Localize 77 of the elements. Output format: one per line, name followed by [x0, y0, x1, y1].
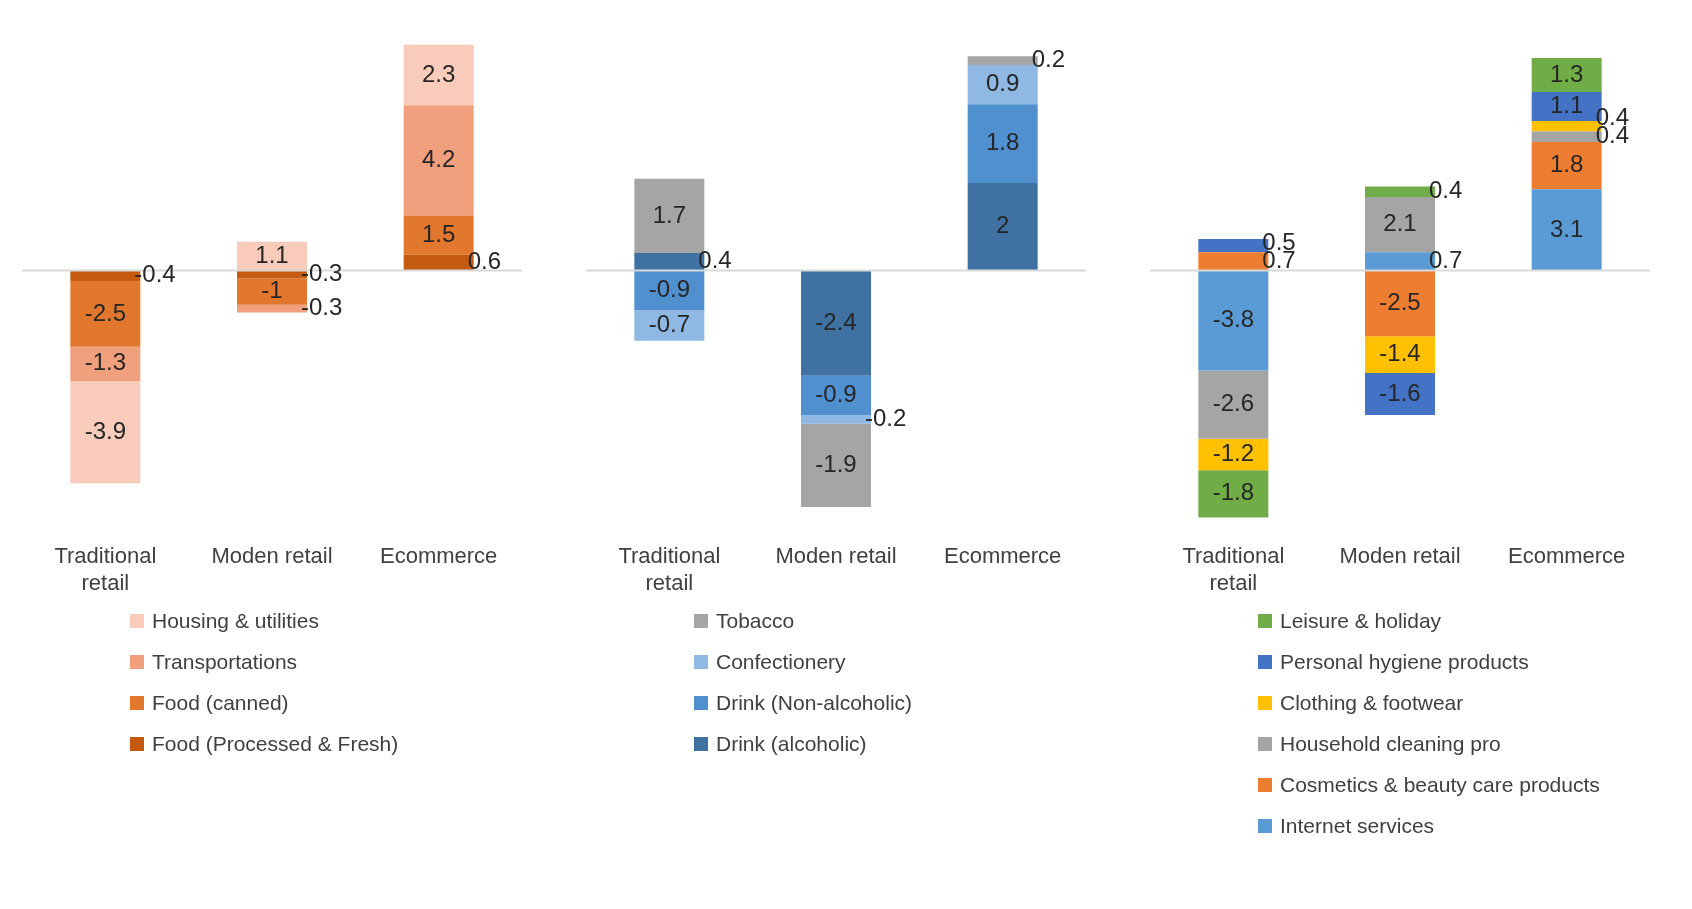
data-label: -1.4	[1379, 339, 1421, 367]
legend-label: Drink (alcoholic)	[716, 731, 867, 756]
data-label: -1.8	[1212, 478, 1255, 506]
bar	[801, 270, 871, 376]
x-tick-label: Traditional retail	[618, 543, 721, 595]
data-label: -0.9	[815, 379, 857, 407]
data-label: 4.2	[421, 144, 456, 172]
legend-label: Tobacco	[716, 608, 795, 633]
x-tick-label: Ecommerce	[1507, 543, 1626, 569]
bar	[634, 309, 705, 341]
legend-label: Food (canned)	[152, 690, 289, 715]
data-label: 1.5	[421, 219, 456, 247]
data-label: -1.9	[815, 449, 857, 477]
bar	[403, 44, 474, 106]
x-tick-label: Ecommerce	[943, 543, 1062, 569]
x-tick-label: Moden retail	[775, 543, 897, 569]
data-label: -0.4	[134, 260, 176, 288]
legend-label: Confectionery	[716, 649, 846, 674]
data-label: 1.7	[652, 200, 687, 228]
data-label: -2.4	[815, 307, 857, 335]
data-label: -0.2	[865, 404, 907, 432]
x-tick-label: Traditional retail	[1182, 543, 1285, 595]
x-tick-label: Traditional retail	[54, 543, 157, 595]
data-label: -1.6	[1379, 378, 1421, 406]
data-label: 3.1	[1549, 214, 1584, 242]
data-label: 2	[995, 211, 1010, 239]
legend-label: Transportations	[152, 649, 298, 674]
data-label: -0.3	[301, 259, 343, 287]
data-label: 2.3	[421, 59, 456, 87]
legend-label: Personal hygiene products	[1280, 649, 1529, 674]
data-label: -2.5	[1379, 288, 1421, 316]
legend-label: Cosmetics & beauty care products	[1280, 772, 1600, 797]
bar	[1365, 270, 1435, 337]
data-label: 0.9	[985, 69, 1020, 97]
data-label: 1.8	[985, 128, 1020, 156]
data-label: -1.3	[84, 348, 127, 376]
data-label: 0.2	[1031, 45, 1066, 73]
data-label: -1	[261, 276, 283, 304]
data-label: 2.1	[1383, 209, 1417, 237]
bar	[1531, 141, 1602, 190]
data-label: -2.6	[1212, 389, 1255, 417]
data-label: 1.1	[255, 240, 289, 268]
bar	[1365, 336, 1435, 374]
bar	[1365, 373, 1435, 416]
legend-label: Drink (Non-alcoholic)	[716, 690, 913, 715]
bar	[1365, 197, 1435, 253]
bar	[1198, 270, 1269, 371]
bar	[1198, 470, 1269, 518]
x-tick-label: Ecommerce	[379, 543, 498, 569]
bar	[967, 183, 1038, 271]
legend-label: Food (Processed & Fresh)	[152, 731, 399, 756]
legend-label: Household cleaning pro	[1280, 731, 1501, 756]
legend-label: Clothing & footwear	[1280, 690, 1464, 715]
bar	[403, 105, 474, 216]
bar	[70, 346, 141, 381]
bar	[1531, 189, 1602, 271]
data-label: -2.5	[84, 298, 127, 326]
data-label: -0.3	[301, 293, 343, 321]
bar	[1531, 57, 1602, 93]
bar	[967, 104, 1038, 184]
data-label: -3.9	[84, 416, 127, 444]
legend-label: Leisure & holiday	[1280, 608, 1442, 633]
data-label: -3.8	[1212, 305, 1255, 333]
data-label: 1.8	[1549, 150, 1584, 178]
legend-label: Internet services	[1280, 813, 1435, 838]
data-label: -0.9	[648, 274, 691, 302]
data-label: 1.3	[1549, 59, 1584, 87]
bar	[70, 281, 141, 347]
data-label: 0.4	[1429, 176, 1463, 204]
x-tick-label: Moden retail	[1339, 543, 1461, 569]
legend-label: Housing & utilities	[152, 608, 319, 633]
bar	[1198, 370, 1269, 439]
data-label: 1.1	[1549, 91, 1584, 119]
bar	[70, 380, 141, 484]
data-label: -0.7	[648, 309, 691, 337]
data-label: -1.2	[1212, 439, 1255, 467]
x-tick-label: Moden retail	[211, 543, 333, 569]
